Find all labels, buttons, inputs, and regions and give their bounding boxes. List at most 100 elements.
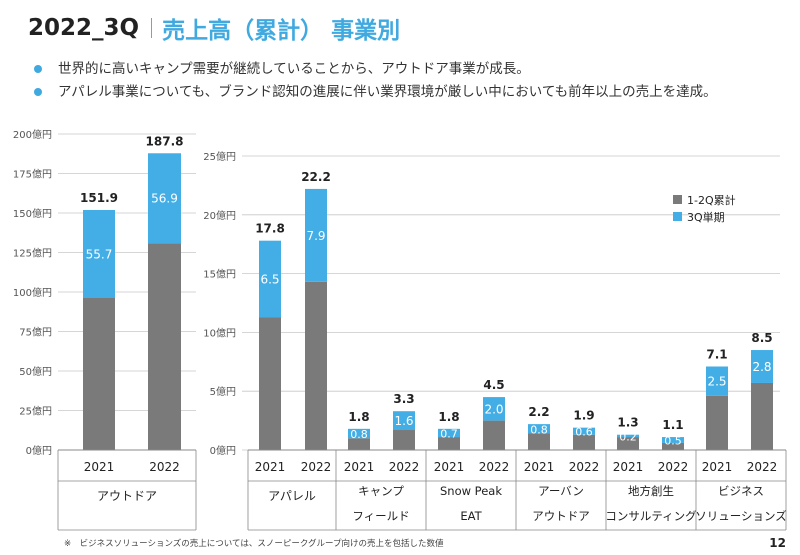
x-tick-label-year: 2021 [255,460,286,474]
data-label-total: 1.3 [617,416,638,430]
y-tick-label: 75億円 [19,326,52,339]
bar-segment-h1-2q [573,434,595,450]
category-label: ソリューションズ [695,509,787,523]
bullet-dot [34,88,42,96]
legend-swatch-3q [673,212,682,221]
legend-label: 1-2Q累計 [687,193,736,207]
bar-segment-h1-2q [148,243,181,450]
data-label-3q: 7.9 [306,229,325,243]
legend-label: 3Q単期 [687,210,725,224]
data-label-3q: 0.8 [530,423,548,436]
bullet-item: アパレル事業についても、ブランド認知の進展に伴い業界環境が厳しい中においても前年… [34,83,774,101]
data-label-total: 1.8 [348,410,369,424]
category-label: アウトドア [532,509,590,523]
bar-segment-3q [573,427,595,435]
category-label: ビジネス [718,484,764,498]
title-year: 2022_3Q [28,15,140,41]
bar-segment-h1-2q [617,437,639,450]
data-label-3q: 0.6 [575,426,593,439]
data-label-total: 1.9 [573,409,594,423]
x-tick-label-year: 2021 [524,460,555,474]
bar-segment-3q [148,153,181,244]
bullet-item: 世界的に高いキャンプ需要が継続していることから、アウトドア事業が成長。 [34,60,774,78]
page-title: 2022_3Q 売上高（累計） 事業別 [28,8,400,48]
bar-segment-h1-2q [662,442,684,450]
y-tick-label: 10億円 [203,326,236,339]
category-label: EAT [460,509,482,523]
data-label-3q: 0.2 [619,430,637,443]
footnote: ※ ビジネスソリューションズの売上については、スノーピークグループ向けの売上を包… [64,539,444,549]
category-label: アーバン [538,484,584,498]
data-label-total: 22.2 [301,170,331,184]
y-tick-label: 0億円 [26,444,52,457]
title-divider [151,18,153,38]
y-tick-label: 0億円 [210,444,236,457]
x-tick-label-year: 2021 [344,460,375,474]
bar-segment-h1-2q [483,420,505,450]
data-label-3q: 6.5 [260,272,279,286]
y-tick-label: 150億円 [13,207,52,220]
bar-segment-h1-2q [706,395,728,450]
x-tick-label-year: 2022 [149,460,180,474]
bar-segment-h1-2q [83,298,115,450]
data-label-total: 2.2 [528,405,549,419]
bar-segment-h1-2q [751,382,773,450]
data-label-total: 151.9 [80,191,118,205]
y-tick-label: 125億円 [13,247,52,260]
category-label: キャンプ [358,484,404,498]
category-label: フィールド [352,509,409,523]
x-tick-label-year: 2022 [569,460,600,474]
y-tick-label: 20億円 [203,209,236,222]
bullet-list: 世界的に高いキャンプ需要が継続していることから、アウトドア事業が成長。 アパレル… [34,60,774,106]
page-number: 12 [769,536,786,550]
category-label: Snow Peak [440,484,502,498]
y-tick-label: 25億円 [19,405,52,418]
x-tick-label-year: 2021 [613,460,644,474]
bar-segment-h1-2q [348,438,370,450]
category-label: 地方創生 [628,484,674,498]
y-tick-label: 5億円 [210,385,236,398]
bullet-text: 世界的に高いキャンプ需要が継続していることから、アウトドア事業が成長。 [58,61,530,77]
y-tick-label: 200億円 [13,128,52,141]
x-tick-label-year: 2022 [747,460,778,474]
bar-segment-h1-2q [438,437,460,450]
x-tick-label-year: 2022 [301,460,332,474]
bar-segment-3q [438,428,460,438]
bar-segment-3q [83,209,115,299]
x-tick-label-year: 2022 [389,460,420,474]
bar-segment-h1-2q [259,317,281,450]
x-tick-label-year: 2021 [434,460,465,474]
y-tick-label: 50億円 [19,365,52,378]
category-label: アパレル [268,489,316,503]
x-tick-label-year: 2021 [84,460,115,474]
bar-segment-3q [483,397,505,421]
data-label-3q: 0.7 [440,427,458,440]
data-label-3q: 2.0 [484,402,503,416]
data-label-3q: 0.8 [350,428,368,441]
data-label-3q: 0.5 [664,435,682,448]
data-label-total: 17.8 [255,222,285,236]
data-label-total: 187.8 [146,134,184,148]
x-tick-label-year: 2022 [479,460,510,474]
y-tick-label: 15億円 [203,268,236,281]
data-label-3q: 56.9 [151,192,178,206]
data-label-total: 3.3 [393,392,414,406]
title-subtitle: 売上高（累計） 事業別 [162,18,401,44]
bar-segment-3q [528,424,550,434]
bar-segment-3q [706,366,728,396]
data-label-total: 1.1 [662,418,683,432]
data-label-3q: 1.6 [394,414,413,428]
x-tick-label-year: 2021 [702,460,733,474]
bar-segment-3q [393,411,415,431]
category-label: アウトドア [97,489,157,503]
bar-segment-3q [662,437,684,443]
bar-segment-3q [348,428,370,439]
data-label-total: 1.8 [438,410,459,424]
data-label-total: 4.5 [483,378,504,392]
y-tick-label: 25億円 [203,150,236,163]
bullet-dot [34,65,42,73]
data-label-total: 7.1 [706,348,727,362]
y-tick-label: 100億円 [13,286,52,299]
bullet-text: アパレル事業についても、ブランド認知の進展に伴い業界環境が厳しい中においても前年… [58,84,717,100]
bar-segment-h1-2q [305,281,327,450]
